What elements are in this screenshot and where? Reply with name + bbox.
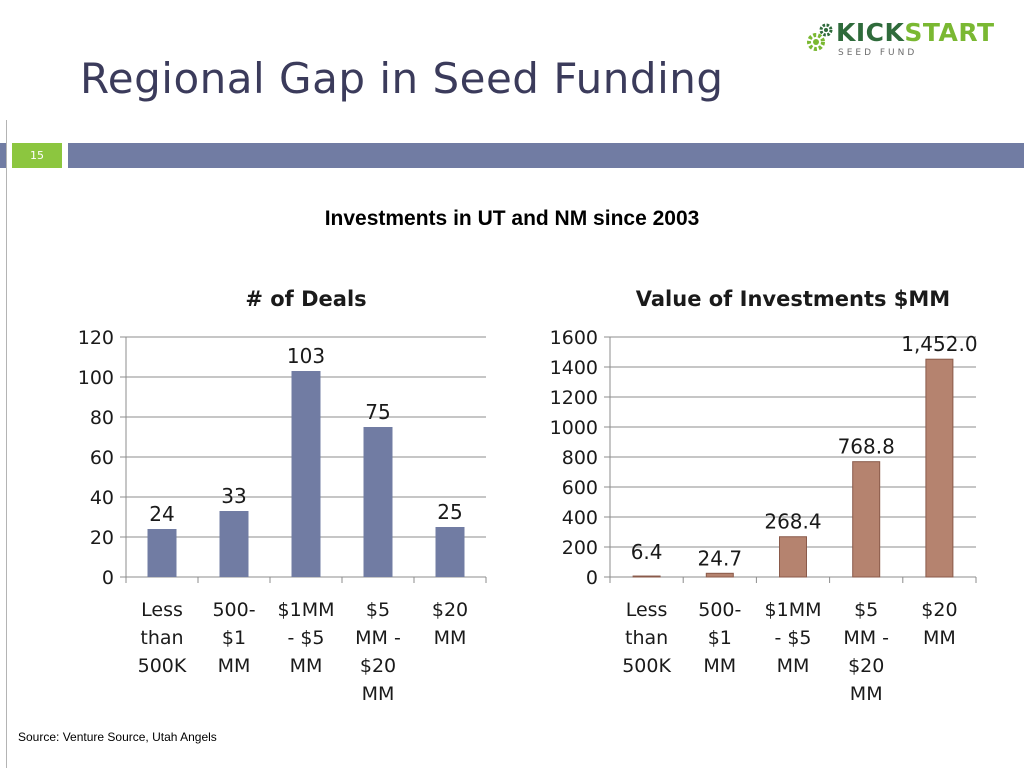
value-y-tick-label: 0 (586, 567, 598, 589)
deals-category-label: - $5 (287, 627, 324, 649)
value-y-tick-label: 1200 (550, 387, 598, 409)
deals-y-tick-label: 60 (90, 447, 114, 469)
deals-data-label: 103 (287, 344, 325, 368)
value-category-label: 500K (622, 655, 671, 677)
deals-category-label: $20 (360, 655, 396, 677)
logo-wordmark: KICKSTART (836, 18, 995, 47)
value-category-label: $1 (708, 627, 732, 649)
deals-y-tick-label: 0 (102, 567, 114, 589)
value-bar (925, 358, 954, 578)
value-y-tick-label: 600 (562, 477, 598, 499)
value-bar (852, 461, 881, 578)
value-data-label: 24.7 (698, 546, 743, 570)
value-category-label: MM (923, 627, 956, 649)
deals-category-label: Less (141, 599, 183, 621)
value-category-label: $20 (848, 655, 884, 677)
value-y-tick-label: 1400 (550, 357, 598, 379)
value-y-tick-label: 1000 (550, 417, 598, 439)
value-y-tick-label: 1600 (550, 327, 598, 349)
deals-y-tick-label: 20 (90, 527, 114, 549)
deals-category-label: $5 (366, 599, 390, 621)
value-category-label: Less (626, 599, 668, 621)
deals-data-label: 33 (221, 484, 246, 508)
deals-y-tick-label: 80 (90, 407, 114, 429)
value-category-label: MM (777, 655, 810, 677)
value-y-tick-label: 200 (562, 537, 598, 559)
deals-category-label: $20 (432, 599, 468, 621)
source-note: Source: Venture Source, Utah Angels (18, 730, 217, 744)
value-bar (632, 575, 661, 578)
value-data-label: 768.8 (838, 435, 895, 459)
deals-category-label: MM (290, 655, 323, 677)
value-chart-title: Value of Investments $MM (636, 287, 950, 311)
value-category-label: $20 (921, 599, 957, 621)
header-band-left (0, 143, 6, 168)
value-category-label: than (625, 627, 668, 649)
value-category-label: $5 (854, 599, 878, 621)
value-data-label: 268.4 (764, 510, 821, 534)
logo-word-dark: KICK (836, 18, 905, 47)
value-category-label: MM - (843, 627, 889, 649)
page-title: Regional Gap in Seed Funding (80, 54, 724, 103)
deals-data-label: 24 (149, 502, 174, 526)
deals-data-label: 25 (437, 500, 462, 524)
deals-y-tick-label: 100 (78, 367, 114, 389)
value-category-label: MM (850, 683, 883, 705)
logo-word-light: START (904, 18, 995, 47)
value-y-tick-label: 800 (562, 447, 598, 469)
deals-category-label: MM (434, 627, 467, 649)
value-bar (779, 536, 807, 578)
deals-category-label: $1 (222, 627, 246, 649)
value-category-label: 500- (698, 599, 741, 621)
header-band-right (68, 143, 1024, 168)
logo-subtext: SEED FUND (838, 48, 918, 58)
deals-chart: # of Deals 0 20 40 60 80 100 120 24 Less than 500K 3… (78, 287, 487, 705)
value-data-label: 6.4 (631, 540, 663, 564)
kickstart-logo: KICKSTART SEED FUND (806, 18, 1011, 63)
value-bar (705, 572, 734, 578)
deals-category-label: 500- (212, 599, 255, 621)
deals-bar (363, 427, 393, 577)
deals-category-label: 500K (138, 655, 187, 677)
deals-bar (291, 371, 321, 577)
deals-bar (219, 511, 249, 577)
chart-subtitle: Investments in UT and NM since 2003 (324, 207, 700, 230)
value-data-label: 1,452.0 (901, 332, 977, 356)
deals-y-tick-label: 40 (90, 487, 114, 509)
gear-logo-icon (807, 23, 833, 51)
slide-number: 15 (12, 143, 62, 168)
left-divider-line (6, 120, 7, 768)
deals-bar (147, 529, 177, 577)
deals-category-label: MM (218, 655, 251, 677)
deals-category-label: MM - (355, 627, 401, 649)
deals-category-label: MM (362, 683, 395, 705)
value-category-label: MM (703, 655, 736, 677)
deals-chart-title: # of Deals (245, 287, 366, 311)
investment-value-chart: Value of Investments $MM 0 200 400 600 800 100… (550, 287, 978, 705)
deals-y-tick-label: 120 (78, 327, 114, 349)
value-y-tick-label: 400 (562, 507, 598, 529)
value-category-label: $1MM (765, 599, 822, 621)
value-category-label: - $5 (774, 627, 811, 649)
deals-category-label: $1MM (278, 599, 335, 621)
deals-category-label: than (140, 627, 183, 649)
deals-bar (435, 527, 465, 577)
deals-data-label: 75 (365, 400, 390, 424)
